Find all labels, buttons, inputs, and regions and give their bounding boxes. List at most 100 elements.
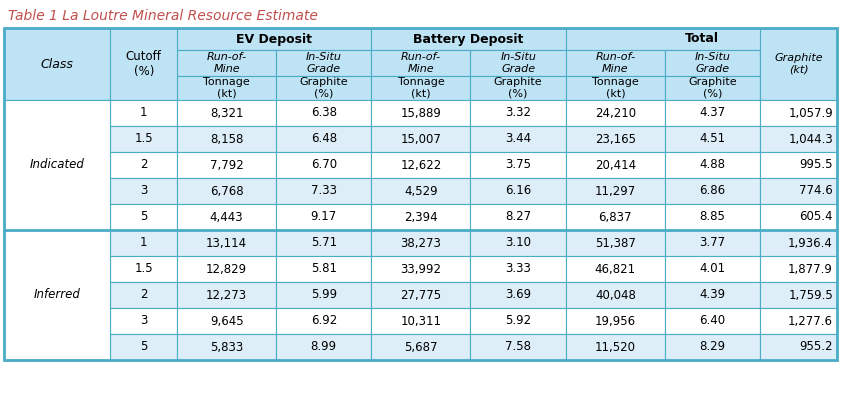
Bar [566,282,665,308]
Text: 38,273: 38,273 [400,237,442,250]
Bar [470,126,566,152]
Bar [665,152,760,178]
Bar [372,100,470,126]
Bar [4,50,110,76]
Bar [110,76,177,100]
Bar [470,100,566,126]
Text: 8.99: 8.99 [310,340,337,353]
Text: 1: 1 [140,107,147,119]
Bar [760,204,837,230]
Text: 3.44: 3.44 [505,132,532,145]
Bar [4,334,110,360]
Bar [4,204,110,230]
Bar [4,230,110,360]
Bar [470,282,566,308]
Text: Cutoff
(%): Cutoff (%) [126,50,161,78]
Bar [276,204,372,230]
Bar [372,152,470,178]
Bar [372,308,470,334]
Text: 2,394: 2,394 [405,211,438,224]
Text: Indicated: Indicated [29,158,85,171]
Text: 23,165: 23,165 [595,132,636,145]
Text: 20,414: 20,414 [595,158,636,171]
Text: 6.48: 6.48 [310,132,337,145]
Text: 6.38: 6.38 [311,107,336,119]
Bar [110,126,177,152]
Bar [177,230,276,256]
Text: 19,956: 19,956 [595,314,636,327]
Text: 4,443: 4,443 [209,211,243,224]
Text: 5.71: 5.71 [310,237,337,250]
Bar [665,334,760,360]
Text: 2: 2 [140,288,147,301]
Text: 774.6: 774.6 [799,184,833,198]
Bar [4,178,110,204]
Bar [566,28,837,50]
Text: 5,833: 5,833 [210,340,243,353]
Bar [4,282,110,308]
Bar [276,50,372,76]
Bar [4,256,110,282]
Bar [665,50,760,76]
Text: 1,877.9: 1,877.9 [788,263,833,275]
Text: Run-of-
Mine: Run-of- Mine [595,52,636,74]
Bar [4,152,110,178]
Bar [110,308,177,334]
Bar [760,230,837,256]
Text: 3.77: 3.77 [700,237,726,250]
Text: 6,837: 6,837 [599,211,632,224]
Bar [177,126,276,152]
Bar [276,126,372,152]
Bar [110,100,177,126]
Bar [470,50,566,76]
Text: 3.69: 3.69 [505,288,532,301]
Bar [372,126,470,152]
Bar [110,230,177,256]
Text: 8.85: 8.85 [700,211,726,224]
Bar [276,282,372,308]
Bar [372,256,470,282]
Bar [110,334,177,360]
Bar [110,50,177,76]
Bar [372,178,470,204]
Text: 6.40: 6.40 [700,314,726,327]
Bar [4,308,110,334]
Bar [4,76,110,100]
Bar [177,76,276,100]
Bar [110,178,177,204]
Bar [177,282,276,308]
Bar [760,334,837,360]
Text: 3: 3 [140,184,147,198]
Text: 6,768: 6,768 [209,184,243,198]
Bar [760,256,837,282]
Text: 1,936.4: 1,936.4 [788,237,833,250]
Bar [665,204,760,230]
Text: 1.5: 1.5 [135,263,153,275]
Bar [470,230,566,256]
Bar [372,282,470,308]
Text: 12,273: 12,273 [206,288,247,301]
Bar [372,76,470,100]
Text: 1,759.5: 1,759.5 [788,288,833,301]
Text: 46,821: 46,821 [595,263,636,275]
Bar [760,28,837,100]
Text: 605.4: 605.4 [800,211,833,224]
Bar [566,204,665,230]
Text: Run-of-
Mine: Run-of- Mine [207,52,246,74]
Text: Run-of-
Mine: Run-of- Mine [401,52,441,74]
Bar [470,152,566,178]
Text: 24,210: 24,210 [595,107,636,119]
Text: 7.33: 7.33 [311,184,336,198]
Text: 4.01: 4.01 [700,263,726,275]
Text: 11,297: 11,297 [595,184,636,198]
Bar [4,28,837,360]
Bar [276,100,372,126]
Bar [665,308,760,334]
Text: 4,529: 4,529 [405,184,438,198]
Text: Tonnage
(kt): Tonnage (kt) [592,77,638,99]
Bar [665,76,760,100]
Bar [276,256,372,282]
Bar [470,204,566,230]
Bar [276,230,372,256]
Bar [760,152,837,178]
